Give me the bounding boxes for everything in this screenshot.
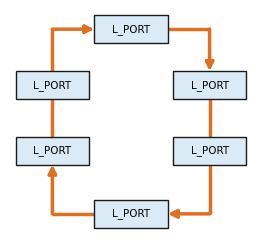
FancyBboxPatch shape	[173, 71, 246, 99]
FancyBboxPatch shape	[173, 137, 246, 165]
FancyBboxPatch shape	[16, 71, 89, 99]
FancyBboxPatch shape	[16, 137, 89, 165]
Text: L_PORT: L_PORT	[190, 80, 229, 90]
Text: L_PORT: L_PORT	[33, 80, 72, 90]
Text: L_PORT: L_PORT	[112, 24, 150, 35]
Text: L_PORT: L_PORT	[190, 145, 229, 156]
FancyBboxPatch shape	[94, 15, 168, 43]
FancyBboxPatch shape	[94, 200, 168, 228]
Text: L_PORT: L_PORT	[112, 208, 150, 219]
Text: L_PORT: L_PORT	[33, 145, 72, 156]
